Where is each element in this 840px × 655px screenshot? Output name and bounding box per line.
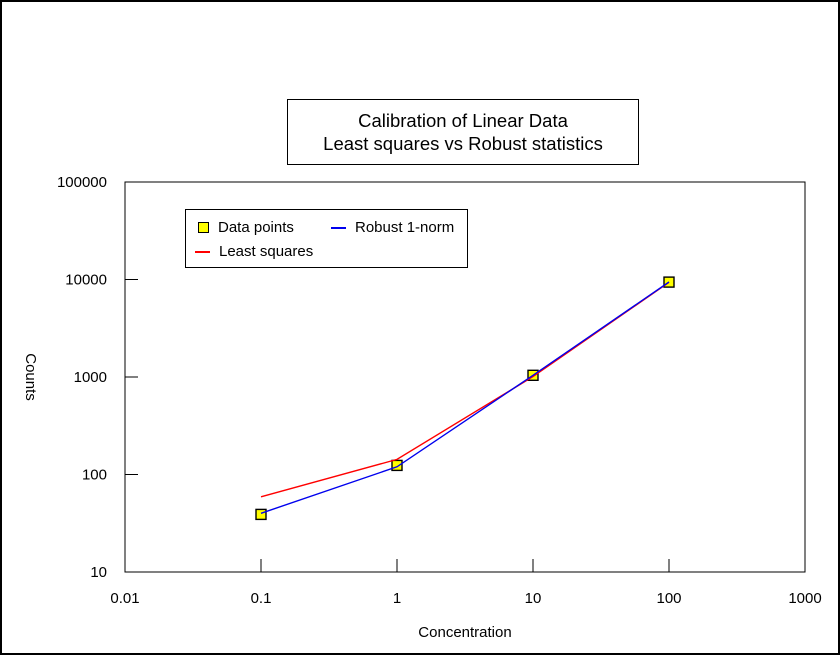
legend-label-robust-1-norm: Robust 1-norm xyxy=(355,219,455,236)
y-tick-label: 100 xyxy=(82,467,107,484)
chart-title-line1: Calibration of Linear Data xyxy=(358,110,568,131)
legend-label-least-squares: Least squares xyxy=(219,243,314,260)
series-line-robust-1-norm xyxy=(260,281,670,514)
x-tick-label: 100 xyxy=(656,590,681,607)
legend-label-data-points: Data points xyxy=(218,219,294,236)
x-axis-label: Concentration xyxy=(418,624,511,641)
legend-item-data-points: Data points xyxy=(198,219,294,236)
series-line-least-squares xyxy=(260,281,670,498)
y-tick-label: 10000 xyxy=(65,272,107,289)
x-tick-label: 0.01 xyxy=(110,590,139,607)
y-axis-label: Counts xyxy=(22,353,39,401)
y-tick-label: 10 xyxy=(90,564,107,581)
legend-swatch-data-points xyxy=(198,222,209,233)
x-tick-label: 10 xyxy=(525,590,542,607)
chart-title-line2: Least squares vs Robust statistics xyxy=(323,133,603,154)
y-tick-label: 100000 xyxy=(57,174,107,191)
data-point-marker-data-points xyxy=(255,508,267,521)
legend-item-robust-1-norm: Robust 1-norm xyxy=(331,219,454,236)
x-tick-label: 1 xyxy=(393,590,401,607)
x-tick-label: 0.1 xyxy=(251,590,272,607)
data-point-marker-data-points xyxy=(391,459,403,472)
x-tick-label: 1000 xyxy=(788,590,821,607)
legend-swatch-robust-1-norm xyxy=(331,226,346,229)
legend: Data points Robust 1-norm Least squares xyxy=(185,209,468,268)
legend-item-least-squares: Least squares xyxy=(195,243,313,260)
y-tick-label: 1000 xyxy=(74,369,107,386)
chart-title-box: Calibration of Linear Data Least squares… xyxy=(287,99,639,165)
plot-series-layer: 0.01 0.1 1 10 100 1000 10 100 1000 10000 100000 xyxy=(57,174,822,607)
legend-swatch-least-squares xyxy=(195,250,210,253)
